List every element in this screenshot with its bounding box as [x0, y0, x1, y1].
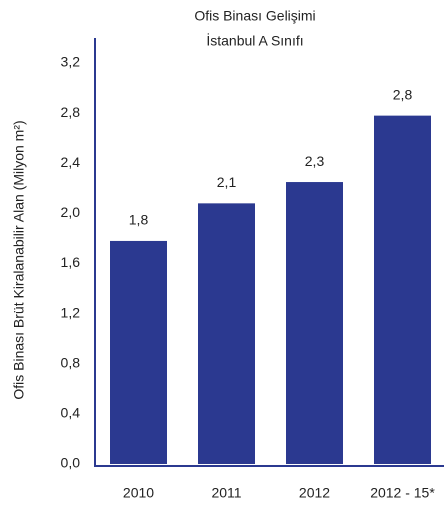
y-tick-label: 2,8	[61, 104, 81, 120]
y-tick-label: 1,6	[61, 254, 81, 270]
bar	[374, 115, 431, 464]
x-tick-label: 2012	[299, 485, 330, 501]
chart-subtitle: İstanbul A Sınıfı	[206, 32, 303, 49]
value-label: 1,8	[129, 212, 149, 228]
y-tick-label: 0,0	[61, 455, 81, 471]
y-tick-label: 0,8	[61, 354, 81, 370]
y-tick-label: 3,2	[61, 54, 81, 70]
bar	[110, 240, 167, 464]
chart-title: Ofis Binası Gelişimi	[194, 8, 315, 24]
value-label: 2,1	[217, 174, 237, 190]
value-label: 2,3	[305, 153, 325, 169]
y-tick-label: 2,4	[61, 154, 81, 170]
y-tick-label: 0,4	[61, 405, 81, 421]
value-label: 2,8	[393, 86, 413, 102]
y-tick-label: 1,2	[61, 304, 81, 320]
x-tick-label: 2011	[211, 485, 241, 501]
x-tick-label: 2010	[123, 485, 154, 501]
bar	[198, 203, 255, 464]
y-axis-title: Ofis Binası Brüt Kiralanabilir Alan (Mil…	[11, 120, 27, 399]
x-tick-label: 2012 - 15*	[370, 485, 435, 501]
y-tick-label: 2,0	[61, 204, 81, 220]
bar	[286, 182, 343, 464]
